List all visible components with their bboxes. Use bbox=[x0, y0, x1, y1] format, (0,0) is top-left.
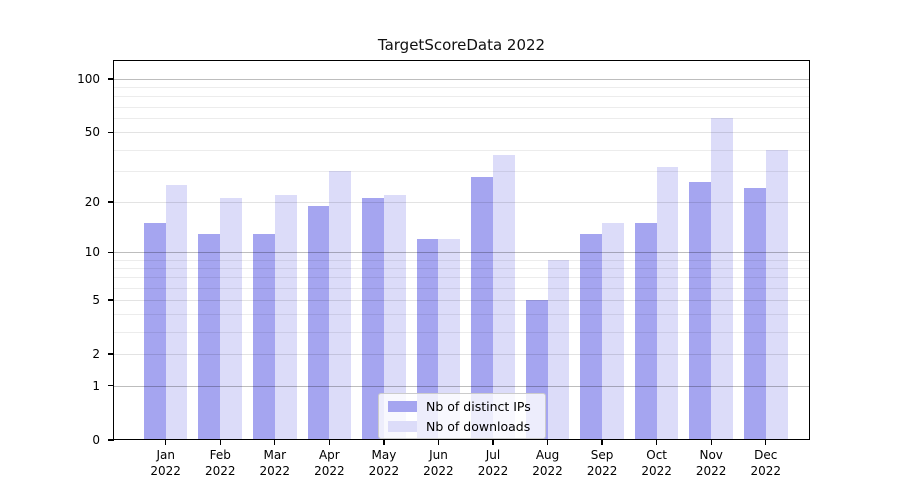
bar-mar-distinct-ips bbox=[253, 233, 275, 440]
bar-nov-downloads bbox=[711, 118, 733, 440]
x-tick-jul bbox=[492, 440, 494, 445]
bar-apr-downloads bbox=[329, 171, 352, 440]
gridline-y-5 bbox=[113, 299, 810, 301]
y-tick-0 bbox=[108, 439, 114, 441]
x-tick-mar bbox=[274, 440, 276, 445]
bar-jan-downloads bbox=[165, 185, 188, 440]
y-tick-1 bbox=[108, 385, 114, 387]
y-tick-label-5: 5 bbox=[92, 292, 100, 307]
gridline-y-7 bbox=[113, 277, 810, 279]
gridline-y-10 bbox=[113, 252, 810, 254]
y-tick-100 bbox=[108, 78, 114, 80]
x-tick-dec bbox=[765, 440, 767, 445]
gridline-y-2 bbox=[113, 354, 810, 356]
y-tick-label-0: 0 bbox=[92, 433, 100, 447]
gridline-y-80 bbox=[113, 96, 810, 98]
y-tick-label-10: 10 bbox=[84, 245, 100, 260]
x-tick-jun bbox=[437, 440, 440, 445]
x-tick-label-jul: Jul 2022 bbox=[477, 448, 509, 478]
bar-sep-downloads bbox=[602, 223, 624, 440]
bar-mar-downloads bbox=[274, 194, 297, 440]
gridline-y-70 bbox=[113, 106, 810, 108]
x-tick-nov bbox=[710, 440, 712, 445]
gridline-y-60 bbox=[113, 118, 810, 120]
gridline-y-4 bbox=[113, 314, 810, 316]
gridline-y-8 bbox=[113, 268, 810, 270]
bar-feb-downloads bbox=[220, 198, 243, 440]
bar-jun-distinct-ips bbox=[416, 239, 439, 440]
gridline-y-20 bbox=[113, 201, 810, 203]
y-tick-50 bbox=[108, 131, 114, 134]
bar-apr-distinct-ips bbox=[307, 205, 330, 440]
x-tick-may bbox=[383, 440, 385, 445]
legend: Nb of distinct IPs Nb of downloads bbox=[378, 393, 546, 439]
y-tick-label-1: 1 bbox=[92, 378, 100, 393]
gridline-y-3 bbox=[113, 331, 810, 333]
bar-sep-distinct-ips bbox=[580, 233, 603, 440]
gridline-y-30 bbox=[113, 171, 810, 173]
legend-label-downloads: Nb of downloads bbox=[426, 418, 531, 434]
x-tick-feb bbox=[219, 440, 221, 445]
x-tick-oct bbox=[655, 440, 658, 445]
bar-jul-downloads bbox=[493, 155, 515, 440]
plot-area: Nb of distinct IPs Nb of downloads bbox=[113, 60, 810, 440]
bar-jul-distinct-ips bbox=[471, 176, 493, 440]
gridline-y-40 bbox=[113, 149, 810, 151]
x-tick-label-aug: Aug 2022 bbox=[532, 448, 563, 478]
bar-nov-distinct-ips bbox=[689, 182, 712, 440]
legend-swatch-distinct-ips bbox=[388, 400, 417, 412]
x-tick-label-apr: Apr 2022 bbox=[314, 448, 345, 478]
legend-label-distinct-ips: Nb of distinct IPs bbox=[426, 398, 531, 414]
x-tick-label-oct: Oct 2022 bbox=[641, 448, 672, 478]
x-tick-aug bbox=[546, 440, 549, 445]
bar-oct-downloads bbox=[656, 166, 679, 440]
x-tick-sep bbox=[601, 440, 603, 445]
gridline-y-9 bbox=[113, 259, 810, 261]
bar-feb-distinct-ips bbox=[198, 233, 221, 440]
bar-may-downloads bbox=[383, 194, 406, 440]
legend-row-downloads: Nb of downloads bbox=[379, 416, 545, 436]
gridline-y-6 bbox=[113, 287, 810, 289]
bar-aug-downloads bbox=[547, 259, 570, 440]
chart-title: TargetScoreData 2022 bbox=[377, 36, 546, 54]
y-tick-label-100: 100 bbox=[77, 72, 100, 87]
y-tick-label-50: 50 bbox=[84, 125, 100, 140]
y-tick-label-2: 2 bbox=[92, 347, 100, 362]
bar-dec-downloads bbox=[765, 149, 788, 440]
legend-swatch-downloads bbox=[388, 420, 417, 432]
gridline-y-90 bbox=[113, 87, 810, 89]
y-tick-10 bbox=[108, 251, 114, 254]
x-tick-label-sep: Sep 2022 bbox=[586, 448, 618, 478]
gridline-y-100 bbox=[113, 79, 810, 81]
bar-may-distinct-ips bbox=[362, 198, 384, 440]
bar-oct-distinct-ips bbox=[634, 223, 657, 440]
legend-row-distinct-ips: Nb of distinct IPs bbox=[379, 396, 545, 416]
x-tick-apr bbox=[328, 440, 331, 445]
bar-jun-downloads bbox=[438, 239, 461, 440]
x-tick-label-mar: Mar 2022 bbox=[259, 448, 291, 478]
y-tick-label-20: 20 bbox=[84, 194, 100, 209]
gridline-y-1 bbox=[113, 385, 810, 387]
x-tick-jan bbox=[165, 440, 167, 445]
y-tick-2 bbox=[108, 353, 114, 355]
x-tick-label-jan: Jan 2022 bbox=[150, 448, 181, 478]
y-tick-20 bbox=[108, 201, 114, 203]
x-tick-label-nov: Nov 2022 bbox=[695, 448, 727, 478]
x-tick-label-dec: Dec 2022 bbox=[750, 448, 782, 478]
x-tick-label-jun: Jun 2022 bbox=[423, 448, 454, 478]
bar-jan-distinct-ips bbox=[143, 223, 166, 440]
x-tick-label-may: May 2022 bbox=[368, 448, 400, 478]
y-tick-5 bbox=[108, 299, 114, 301]
x-tick-label-feb: Feb 2022 bbox=[204, 448, 236, 478]
bar-dec-distinct-ips bbox=[743, 188, 766, 440]
gridline-y-50 bbox=[113, 132, 810, 134]
